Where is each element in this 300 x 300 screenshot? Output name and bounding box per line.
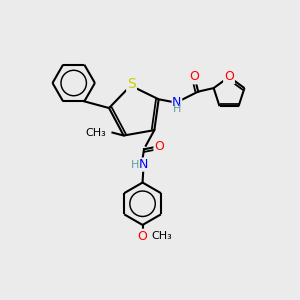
Text: S: S — [127, 77, 136, 91]
Text: O: O — [224, 70, 234, 83]
Text: N: N — [139, 158, 148, 171]
Text: N: N — [172, 96, 182, 109]
Text: H: H — [173, 104, 182, 114]
Text: O: O — [190, 70, 200, 83]
Text: H: H — [131, 160, 140, 170]
Text: O: O — [138, 230, 148, 243]
Text: O: O — [154, 140, 164, 153]
Text: CH₃: CH₃ — [152, 231, 172, 241]
Text: CH₃: CH₃ — [85, 128, 106, 138]
